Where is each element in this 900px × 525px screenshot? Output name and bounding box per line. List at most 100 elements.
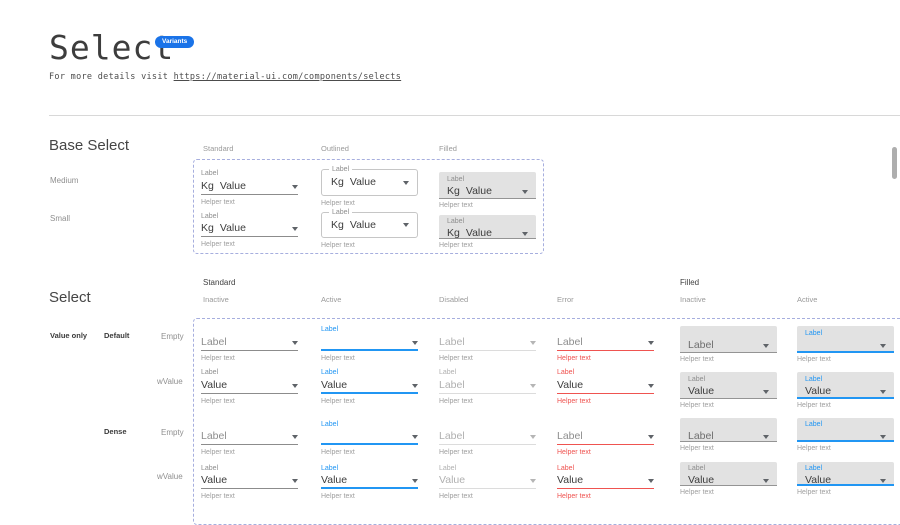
helper-text: Helper text (439, 355, 473, 362)
floating-label: Label (557, 465, 575, 472)
base-standard-small-select[interactable]: Label Kg Value Helper text (201, 212, 298, 248)
column-standard-error: Error (557, 295, 574, 304)
helper-text: Helper text (797, 445, 831, 452)
base-row-medium: Medium (50, 176, 79, 185)
base-standard-medium-select[interactable]: Label Kg Value Helper text (201, 169, 298, 206)
select-standard-active-default-empty[interactable]: Label Helper text (321, 325, 418, 362)
floating-label: Label (321, 369, 339, 376)
dropdown-caret-icon (412, 479, 418, 483)
select-value: Value (688, 385, 715, 397)
select-standard-error-dense-wvalue[interactable]: Label Value Helper text (557, 464, 654, 500)
column-standard-disabled: Disabled (439, 295, 469, 304)
dropdown-caret-icon (412, 384, 418, 388)
dropdown-caret-icon (530, 384, 536, 388)
select-filled-active-default-wvalue[interactable]: Label Value Helper text (797, 372, 894, 409)
dropdown-caret-icon (530, 341, 536, 345)
select-value: Value (557, 474, 584, 486)
select-filled-active-default-empty[interactable]: Label Helper text (797, 326, 894, 363)
select-standard-error-dense-empty[interactable]: Label Helper text (557, 420, 654, 456)
base-select-frame (193, 159, 544, 254)
helper-text: Helper text (321, 200, 355, 207)
column-standard-active: Active (321, 295, 342, 304)
helper-text: Helper text (321, 493, 355, 500)
floating-label: Label (201, 465, 219, 472)
dropdown-caret-icon (763, 344, 769, 348)
select-value: Kg Value (331, 218, 376, 231)
floating-label (439, 420, 536, 430)
select-value: Label (688, 430, 714, 442)
helper-text: Helper text (201, 241, 235, 248)
base-outlined-small-select[interactable]: Label Kg Value Helper text (321, 208, 418, 249)
select-value: Kg Value (447, 227, 492, 239)
select-standard-disabled-default-empty: Label Helper text (439, 325, 536, 362)
select-filled-inactive-default-wvalue[interactable]: Label Value Helper text (680, 372, 777, 409)
dropdown-caret-icon (403, 180, 409, 185)
select-standard-error-default-wvalue[interactable]: Label Value Helper text (557, 368, 654, 405)
helper-text: Helper text (680, 356, 714, 363)
dropdown-caret-icon (522, 232, 528, 236)
select-standard-active-dense-wvalue[interactable]: Label Value Helper text (321, 464, 418, 500)
dropdown-caret-icon (292, 435, 298, 439)
select-standard-error-default-empty[interactable]: Label Helper text (557, 325, 654, 362)
page-title: Select (49, 28, 175, 67)
floating-label (201, 420, 298, 430)
dropdown-caret-icon (403, 223, 409, 227)
vertical-scrollbar-thumb[interactable] (892, 147, 897, 179)
select-standard-disabled-dense-wvalue: Label Value Helper text (439, 464, 536, 500)
floating-label: Label (329, 165, 353, 174)
helper-text: Helper text (557, 448, 591, 456)
row-label-empty-1: Empty (161, 332, 184, 341)
floating-label: Label (447, 176, 465, 183)
select-filled-inactive-default-empty[interactable]: Label Helper text (680, 326, 777, 363)
select-standard-inactive-default-empty[interactable]: Label Helper text (201, 325, 298, 362)
column-filled-inactive: Inactive (680, 295, 706, 304)
dropdown-caret-icon (880, 344, 886, 348)
dropdown-caret-icon (648, 435, 654, 439)
select-value: Label (557, 430, 583, 442)
helper-text: Helper text (201, 398, 235, 405)
helper-text: Helper text (557, 354, 591, 362)
select-value: Kg Value (447, 185, 492, 197)
helper-text: Helper text (680, 445, 714, 452)
select-value: Value (805, 474, 832, 486)
dropdown-caret-icon (292, 341, 298, 345)
select-standard-inactive-default-wvalue[interactable]: Label Value Helper text (201, 368, 298, 405)
select-value: Value (201, 379, 228, 391)
base-outlined-medium-select[interactable]: Label Kg Value Helper text (321, 165, 418, 207)
select-standard-inactive-dense-wvalue[interactable]: Label Value Helper text (201, 464, 298, 500)
select-filled-inactive-dense-wvalue[interactable]: Label Value Helper text (680, 462, 777, 496)
select-value: Value (321, 379, 348, 391)
docs-link[interactable]: https://material-ui.com/components/selec… (173, 72, 402, 82)
select-filled-active-dense-empty[interactable]: Label Helper text (797, 418, 894, 452)
select-value: Kg Value (201, 180, 246, 192)
select-standard-active-default-wvalue[interactable]: Label Value Helper text (321, 368, 418, 405)
floating-label: Label (439, 465, 457, 472)
column-standard-inactive: Inactive (203, 295, 229, 304)
select-filled-active-dense-wvalue[interactable]: Label Value Helper text (797, 462, 894, 496)
select-value: Value (557, 379, 584, 391)
select-filled-inactive-dense-empty[interactable]: Label Helper text (680, 418, 777, 452)
select-value: Kg Value (201, 222, 246, 234)
dropdown-caret-icon (880, 390, 886, 394)
floating-label (201, 325, 298, 335)
row-label-empty-2: Empty (161, 428, 184, 437)
select-standard-inactive-dense-empty[interactable]: Label Helper text (201, 420, 298, 456)
dropdown-caret-icon (412, 435, 418, 439)
helper-text: Helper text (680, 402, 714, 409)
select-value: Value (201, 474, 228, 486)
helper-text: Helper text (797, 402, 831, 409)
base-filled-medium-select[interactable]: Label Kg Value Helper text (439, 172, 536, 209)
floating-label: Label (688, 465, 706, 472)
dropdown-caret-icon (648, 341, 654, 345)
select-value: Value (688, 474, 715, 486)
base-filled-small-select[interactable]: Label Kg Value Helper text (439, 215, 536, 249)
subtitle: For more details visit https://material-… (49, 72, 401, 82)
select-value: Value (321, 474, 348, 486)
floating-label: Label (805, 465, 823, 472)
select-value: Label (201, 430, 227, 442)
variants-badge-label: Variants (155, 36, 195, 48)
helper-text: Helper text (557, 397, 591, 405)
select-standard-active-dense-empty[interactable]: Label Helper text (321, 420, 418, 456)
select-value: Label (201, 336, 227, 348)
floating-label: Label (805, 421, 823, 428)
